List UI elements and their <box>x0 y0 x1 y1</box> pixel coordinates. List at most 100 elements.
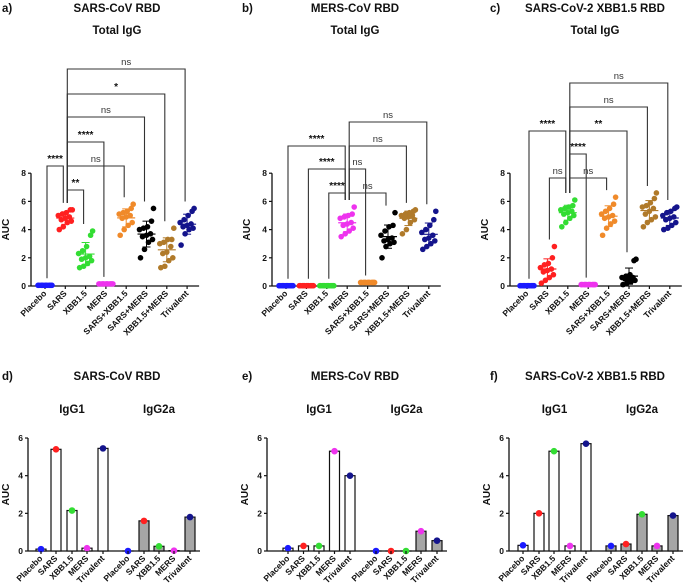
data-point <box>178 242 184 248</box>
data-point <box>671 214 677 220</box>
data-point <box>79 247 86 254</box>
y-tick-label: 0 <box>21 281 26 291</box>
bar <box>184 516 196 552</box>
y-tick-label: 0 <box>257 546 262 556</box>
significance-label: **** <box>47 154 63 165</box>
bar <box>328 450 341 552</box>
data-point <box>145 239 152 246</box>
bar <box>636 513 648 552</box>
data-point <box>399 231 406 237</box>
significance-label: ns <box>101 105 111 116</box>
data-point <box>622 540 630 548</box>
series-label: IgG1 <box>542 404 568 416</box>
significance-label: ns <box>583 166 593 177</box>
y-tick-label: 2 <box>499 508 504 518</box>
data-point <box>137 254 144 261</box>
chart-title: SARS-CoV RBD <box>74 371 161 383</box>
chart-subtitle: Total IgG <box>93 25 142 37</box>
y-tick-label: 0 <box>499 546 504 556</box>
data-point <box>84 260 91 267</box>
significance-bracket <box>528 130 567 279</box>
data-point <box>660 212 666 219</box>
significance-label: ns <box>352 157 362 168</box>
data-point <box>83 243 90 250</box>
y-tick-label: 4 <box>262 225 267 235</box>
bracket-line <box>348 192 387 206</box>
y-axis-label: AUC <box>480 219 491 241</box>
data-point <box>570 202 576 209</box>
data-point <box>673 219 679 226</box>
series-label: IgG2a <box>391 404 424 416</box>
data-point <box>130 201 136 208</box>
bracket-line <box>46 165 64 279</box>
significance-label: ns <box>121 57 131 68</box>
significance-bracket <box>348 145 407 203</box>
data-point <box>68 218 75 224</box>
series-label: IgG1 <box>306 404 332 416</box>
y-tick-label: 6 <box>18 433 23 443</box>
data-point <box>430 232 436 239</box>
data-point <box>602 208 609 215</box>
chart-title: MERS-CoV RBD <box>311 371 399 383</box>
panel-label: a) <box>2 3 12 15</box>
y-tick-label: 6 <box>499 433 504 443</box>
data-point <box>607 221 614 227</box>
data-point <box>168 243 174 250</box>
data-point <box>190 225 196 231</box>
data-point <box>519 542 527 549</box>
data-point <box>417 527 425 535</box>
data-point <box>420 246 426 253</box>
data-point <box>331 447 338 455</box>
data-point <box>300 542 307 550</box>
data-point <box>349 211 356 217</box>
y-tick-label: 0 <box>18 546 23 556</box>
chart-title: SARS-CoV RBD <box>74 3 161 15</box>
significance-label: ns <box>363 181 373 192</box>
data-point <box>633 256 639 263</box>
panel-label: f) <box>490 371 498 383</box>
significance-label: ns <box>553 166 563 177</box>
data-point <box>535 510 543 517</box>
y-tick-label: 8 <box>500 168 505 178</box>
data-point <box>148 218 155 224</box>
data-point <box>665 225 671 231</box>
y-tick-label: 4 <box>257 471 262 481</box>
data-point <box>80 263 87 270</box>
data-point <box>128 205 134 212</box>
data-point <box>117 232 123 239</box>
y-tick-label: 2 <box>257 508 262 518</box>
bar <box>344 475 356 552</box>
data-point <box>392 209 398 216</box>
x-tick-label: Placebo <box>500 288 530 318</box>
data-point <box>37 545 45 553</box>
bracket-line <box>528 130 567 279</box>
data-point <box>563 219 569 226</box>
panel-label: b) <box>242 3 253 15</box>
bracket-line <box>348 145 407 203</box>
data-point <box>155 542 163 550</box>
data-point <box>606 205 613 212</box>
y-tick-label: 2 <box>262 253 267 263</box>
data-point <box>379 254 385 261</box>
data-point <box>170 254 176 261</box>
significance-label: ** <box>72 178 80 189</box>
data-point <box>412 207 419 213</box>
y-tick-label: 6 <box>500 196 505 206</box>
data-point <box>599 232 606 239</box>
data-point <box>83 544 91 552</box>
bracket-line <box>287 145 346 279</box>
y-tick-label: 8 <box>21 168 26 178</box>
series-label: IgG2a <box>626 404 659 416</box>
data-point <box>653 542 661 550</box>
data-point <box>186 513 194 521</box>
data-point <box>140 517 148 525</box>
chart-title: MERS-CoV RBD <box>311 3 399 15</box>
data-point <box>433 208 439 215</box>
data-point <box>68 507 76 514</box>
significance-label: ns <box>91 154 101 165</box>
data-point <box>433 537 441 544</box>
data-point <box>611 218 618 224</box>
y-axis-label: AUC <box>242 219 253 241</box>
significance-label: ns <box>614 71 624 82</box>
data-point <box>342 231 349 237</box>
